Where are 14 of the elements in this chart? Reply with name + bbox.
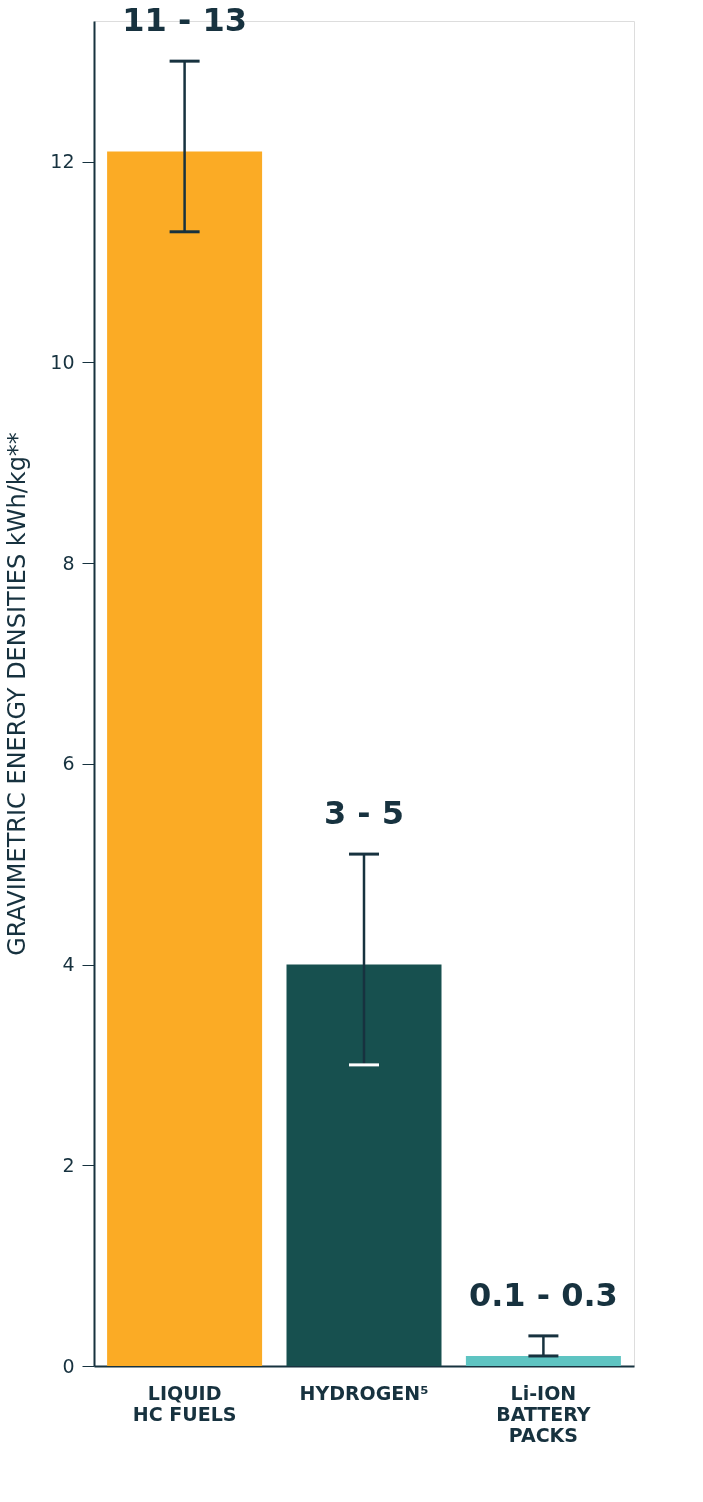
y-tick-label: 12 xyxy=(50,150,75,173)
y-tick-label: 0 xyxy=(62,1354,75,1377)
x-tick-label: LIQUID HC FUELS xyxy=(132,1381,237,1425)
y-axis-title: GRAVIMETRIC ENERGY DENSITIES kWh/kg** xyxy=(3,432,32,956)
annotation: 0.1 - 0.3 xyxy=(468,1275,618,1314)
x-tick-label: HYDROGEN⁵ xyxy=(299,1381,429,1404)
y-tick-label: 2 xyxy=(62,1153,75,1176)
y-tick-label: 10 xyxy=(50,350,75,373)
annotation: 3 - 5 xyxy=(323,794,405,833)
y-tick-label: 4 xyxy=(62,953,75,976)
y-tick-label: 6 xyxy=(62,752,75,775)
y-tick-label: 8 xyxy=(62,551,75,574)
annotation: 11 - 13 xyxy=(122,1,247,40)
x-tick-label: Li-ION BATTERY PACKS xyxy=(496,1381,591,1446)
